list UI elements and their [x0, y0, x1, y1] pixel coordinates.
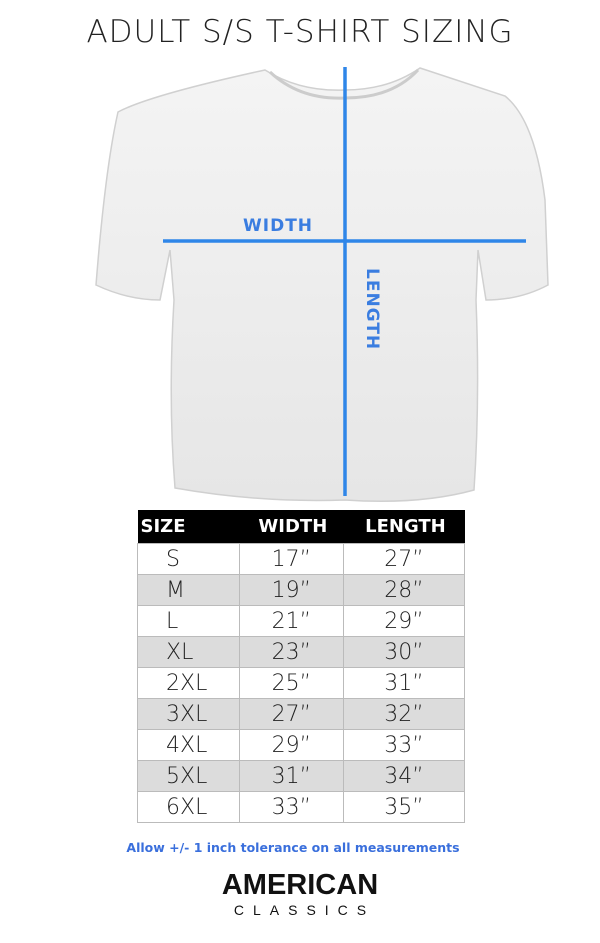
width-cell: 29”: [238, 729, 344, 761]
size-table: SIZE WIDTH LENGTH S 17” 27” M 19” 28” L 21” 29” X…: [137, 510, 466, 823]
table-row: L 21” 29”: [137, 605, 466, 637]
size-cell: 6XL: [137, 791, 240, 823]
size-cell: S: [137, 543, 240, 575]
length-cell: 35”: [342, 791, 466, 823]
table-row: 2XL 25” 31”: [137, 667, 466, 699]
header-length: LENGTH: [343, 510, 465, 544]
length-cell: 31”: [342, 667, 466, 699]
logo-classics: CLASSICS: [233, 902, 376, 918]
size-cell: 2XL: [137, 667, 240, 699]
size-cell: 5XL: [137, 760, 240, 792]
width-cell: 19”: [238, 574, 344, 606]
length-cell: 28”: [342, 574, 466, 606]
table-row: M 19” 28”: [137, 574, 466, 606]
length-cell: 33”: [342, 729, 466, 761]
size-cell: 3XL: [137, 698, 240, 730]
tshirt-diagram: [95, 67, 549, 502]
header-width: WIDTH: [239, 510, 344, 544]
table-row: 6XL 33” 35”: [137, 791, 466, 823]
width-cell: 17”: [238, 543, 344, 575]
table-row: XL 23” 30”: [137, 636, 466, 668]
width-cell: 27”: [238, 698, 344, 730]
size-cell: XL: [137, 636, 240, 668]
width-cell: 33”: [238, 791, 344, 823]
length-cell: 30”: [342, 636, 466, 668]
size-cell: L: [137, 605, 240, 637]
header-size: SIZE: [137, 510, 240, 544]
length-cell: 32”: [342, 698, 466, 730]
length-cell: 27”: [342, 543, 466, 575]
length-cell: 29”: [342, 605, 466, 637]
size-cell: 4XL: [137, 729, 240, 761]
width-label: WIDTH: [243, 216, 314, 236]
width-cell: 25”: [238, 667, 344, 699]
width-cell: 21”: [238, 605, 344, 637]
tshirt-shape: [95, 67, 549, 502]
length-label: LENGTH: [362, 268, 382, 351]
table-row: 5XL 31” 34”: [137, 760, 466, 792]
tolerance-note: Allow +/- 1 inch tolerance on all measur…: [126, 840, 460, 855]
width-cell: 23”: [238, 636, 344, 668]
page-title: ADULT S/S T-SHIRT SIZING: [86, 14, 514, 50]
table-header: SIZE WIDTH LENGTH: [137, 510, 465, 544]
size-cell: M: [137, 574, 240, 606]
logo-american: AMERICAN: [221, 869, 379, 901]
width-cell: 31”: [238, 760, 344, 792]
table-row: 3XL 27” 32”: [137, 698, 466, 730]
table-row: S 17” 27”: [137, 543, 466, 575]
length-cell: 34”: [342, 760, 466, 792]
table-row: 4XL 29” 33”: [137, 729, 466, 761]
